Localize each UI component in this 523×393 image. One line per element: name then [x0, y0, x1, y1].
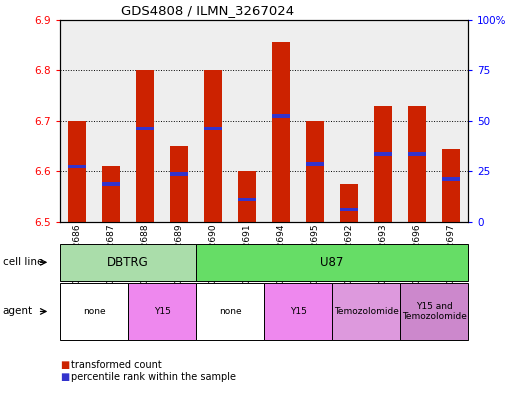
Text: none: none: [83, 307, 106, 316]
Bar: [374, 106, 392, 222]
Text: DBTRG: DBTRG: [107, 256, 149, 269]
Bar: [102, 166, 120, 222]
Bar: [306, 162, 324, 165]
Bar: [272, 42, 290, 222]
Text: ■: ■: [60, 372, 70, 382]
Text: Y15: Y15: [290, 307, 306, 316]
Bar: [136, 70, 154, 222]
Bar: [272, 114, 290, 118]
Text: percentile rank within the sample: percentile rank within the sample: [71, 372, 235, 382]
Text: agent: agent: [3, 307, 33, 316]
Bar: [306, 121, 324, 222]
Bar: [136, 127, 154, 130]
Bar: [68, 121, 86, 222]
Bar: [340, 208, 358, 211]
Text: cell line: cell line: [3, 257, 43, 267]
Bar: [170, 146, 188, 222]
Bar: [408, 152, 426, 156]
Bar: [68, 165, 86, 168]
Text: Y15: Y15: [154, 307, 170, 316]
Text: none: none: [219, 307, 242, 316]
Bar: [340, 184, 358, 222]
Bar: [170, 172, 188, 176]
Text: ■: ■: [60, 360, 70, 370]
Bar: [442, 149, 460, 222]
Bar: [204, 70, 222, 222]
Text: Temozolomide: Temozolomide: [334, 307, 399, 316]
Text: U87: U87: [321, 256, 344, 269]
Text: transformed count: transformed count: [71, 360, 162, 370]
Bar: [408, 106, 426, 222]
Text: GDS4808 / ILMN_3267024: GDS4808 / ILMN_3267024: [121, 4, 294, 17]
Bar: [238, 171, 256, 222]
Bar: [238, 198, 256, 201]
Bar: [442, 177, 460, 181]
Bar: [374, 152, 392, 156]
Bar: [204, 127, 222, 130]
Text: Y15 and
Temozolomide: Y15 and Temozolomide: [402, 302, 467, 321]
Bar: [102, 182, 120, 186]
